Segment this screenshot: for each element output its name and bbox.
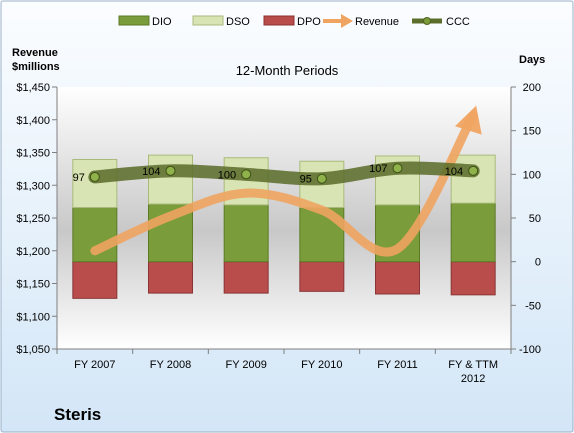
legend-item-dpo: DPO	[263, 15, 321, 28]
ccc-point	[392, 163, 403, 174]
y-left-tick-label: $1,300	[16, 180, 50, 192]
ccc-data-label: 107	[369, 163, 387, 175]
x-tick-label: FY 2008	[150, 359, 191, 371]
y-right-tick-label: -100	[519, 344, 541, 356]
ccc-data-label: 104	[445, 166, 463, 178]
legend-label-dio: DIO	[152, 16, 172, 28]
ccc-point	[468, 165, 479, 176]
y-left-tick-label: $1,450	[16, 82, 50, 94]
company-name: Steris	[54, 405, 102, 424]
ccc-point	[241, 169, 252, 180]
y-left-tick-label: $1,400	[16, 115, 50, 127]
ccc-data-label: 95	[300, 174, 312, 186]
ccc-point	[316, 173, 327, 184]
bar-dio	[223, 204, 269, 263]
legend-label-dso: DSO	[226, 16, 250, 28]
y-left-tick-label: $1,250	[16, 213, 50, 225]
legend: DIO DSO DPO Revenue CCC	[118, 14, 470, 28]
y-left-tick-label: $1,350	[16, 148, 50, 160]
y-left-axis-title: Revenue $millions	[12, 47, 61, 73]
y-left-axis-title-line-1: Revenue	[12, 47, 58, 59]
revenue-series	[90, 105, 482, 257]
legend-marker-ccc	[423, 17, 431, 25]
y-right-tick-label: 150	[523, 126, 541, 138]
ccc-data-label: 100	[218, 169, 236, 181]
ccc-series: 97 104 100 95 107 104	[73, 161, 480, 186]
bar-dpo	[375, 261, 420, 295]
bar-dpo	[223, 261, 269, 294]
legend-item-ccc: CCC	[412, 16, 470, 28]
ccc-point	[89, 171, 100, 182]
y-right-tick-label: 200	[523, 82, 541, 94]
y-right-axis-title: Days	[519, 54, 545, 66]
legend-swatch-dso	[192, 15, 224, 26]
plot-area	[57, 87, 511, 349]
bar-dpo	[148, 261, 193, 294]
x-tick-label: FY 2010	[301, 359, 342, 371]
bar-dpo	[72, 261, 118, 299]
revenue-line	[90, 110, 478, 257]
x-tick-label: FY 2007	[74, 359, 115, 371]
x-tick-label: FY 2011	[377, 359, 418, 371]
x-axis-labels: FY 2007 FY 2008 FY 2009 FY 2010 FY 2011 FY & …	[74, 359, 498, 385]
ccc-line	[88, 161, 480, 186]
legend-item-revenue: Revenue	[323, 14, 399, 28]
y-right-tick-label: 100	[523, 169, 541, 181]
x-tick-label: FY 2009	[225, 359, 266, 371]
ccc-point	[165, 165, 176, 176]
ccc-data-label: 97	[73, 172, 85, 184]
legend-label-dpo: DPO	[297, 16, 321, 28]
bar-dso	[72, 158, 118, 209]
legend-arrowhead-revenue	[341, 14, 353, 28]
legend-item-dio: DIO	[118, 15, 172, 28]
y-right-tick-label: -50	[525, 300, 541, 312]
y-left-tick-label: $1,100	[16, 311, 50, 323]
y-left-axis-title-line-2: $millions	[12, 61, 60, 73]
axis-ticks: $1,050 $1,100 $1,150 $1,200 $1,250 $1,300 $1,3…	[16, 82, 541, 356]
legend-label-revenue: Revenue	[355, 16, 399, 28]
bar-dio	[450, 202, 496, 263]
bar-dpo	[299, 261, 345, 292]
bar-dso	[450, 154, 496, 204]
x-tick-label: FY & TTM 2012	[448, 359, 498, 385]
revenue-arrowhead	[455, 105, 482, 135]
legend-swatch-dio	[118, 15, 150, 26]
legend-label-ccc: CCC	[446, 16, 470, 28]
legend-swatch-dpo	[263, 15, 295, 26]
bar-dso	[148, 154, 193, 205]
bar-dpo	[450, 261, 496, 296]
legend-item-dso: DSO	[192, 15, 250, 28]
y-right-tick-label: 50	[529, 213, 541, 225]
y-left-tick-label: $1,150	[16, 279, 50, 291]
ccc-data-label: 104	[142, 166, 160, 178]
y-right-tick-label: 0	[535, 257, 541, 269]
chart-title: 12-Month Periods	[236, 63, 339, 78]
y-left-tick-label: $1,050	[16, 344, 50, 356]
y-left-tick-label: $1,200	[16, 246, 50, 258]
